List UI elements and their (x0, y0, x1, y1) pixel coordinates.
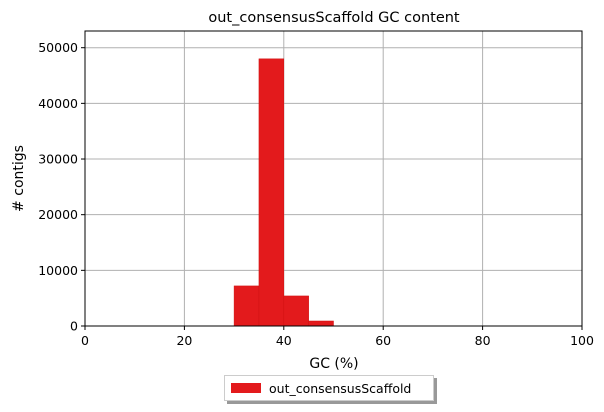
plot-area-frame (84, 30, 583, 327)
legend: out_consensusScaffold (224, 375, 434, 401)
y-tick-label: 30000 (38, 152, 78, 167)
histogram-bars (233, 58, 334, 327)
x-tick-label: 20 (176, 333, 192, 348)
histogram-bar (308, 320, 334, 327)
grid-lines (84, 31, 583, 327)
x-tick-label: 40 (276, 333, 292, 348)
histogram-bar (283, 295, 309, 327)
x-tick-label: 80 (475, 333, 491, 348)
legend-swatch (231, 383, 261, 393)
y-axis-label: # contigs (11, 145, 27, 212)
histogram-bar (233, 285, 260, 327)
y-tick-label: 20000 (38, 207, 78, 222)
y-tick-label: 0 (70, 319, 78, 334)
axis-ticks: 0 20 40 60 80 100 0 10000 20000 30000 40000 50000 (38, 40, 594, 348)
y-tick-label: 40000 (38, 96, 78, 111)
x-tick-label: 60 (375, 333, 391, 348)
histogram-bar (258, 58, 285, 327)
x-axis-label: GC (%) (309, 356, 358, 372)
legend-label: out_consensusScaffold (269, 380, 412, 396)
chart-title: out_consensusScaffold GC content (208, 10, 460, 26)
y-tick-label: 10000 (38, 263, 78, 278)
x-tick-label: 0 (81, 333, 89, 348)
x-tick-label: 100 (570, 333, 594, 348)
y-tick-label: 50000 (38, 40, 78, 55)
